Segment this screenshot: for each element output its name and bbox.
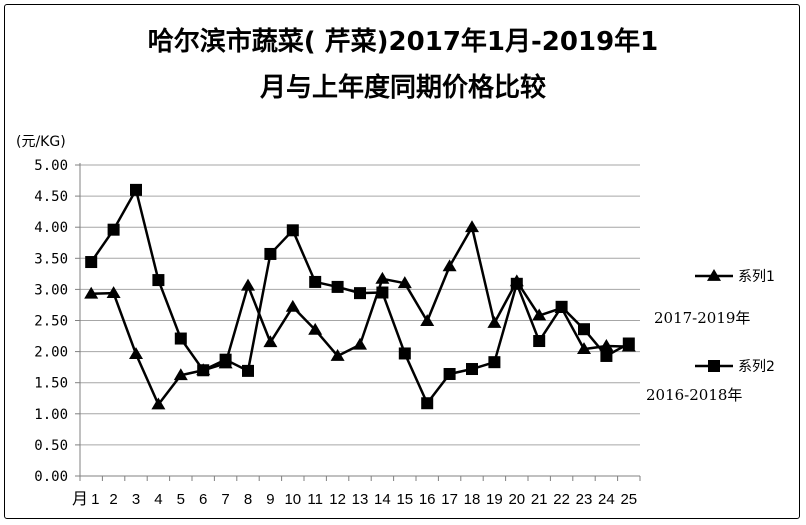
series2-point [622,337,635,350]
series2-point [264,247,277,260]
legend-label-2: 系列2 [738,359,775,375]
y-tick-label: 1.50 [34,376,68,392]
legend: 系列1 系列2 [695,269,775,375]
x-tick-label: 7 [221,491,229,508]
legend-marker-1 [707,269,721,281]
series1-point [263,335,278,348]
x-tick-labels: 月 1 2 3 4 5 6 7 8 9 10 11 12 13 14 15 16 17 18 19 20 21 22 23 24… [72,489,637,508]
series1-point [442,259,457,272]
y-tick-labels: 0.00 0.50 1.00 1.50 2.00 2.50 3.00 3.50 4.00 4.50… [34,158,68,485]
series2-point [309,275,322,288]
chart-title-line2: 月与上年度同期价格比较 [259,73,546,103]
x-tick-label: 20 [508,491,525,508]
series1-point [353,337,367,350]
series2-point [600,349,613,362]
series2-point [578,323,590,336]
legend-marker-2 [708,360,720,372]
series2-point [242,364,254,377]
x-tick-label: 4 [154,491,162,508]
y-tick-label: 1.00 [34,407,68,423]
x-tick-label: 5 [177,491,185,508]
series1-point [487,315,502,328]
series2-point [130,183,142,196]
chart-frame [4,4,800,519]
y-tick-label: 0.00 [34,469,68,485]
x-tick-label: 1 [91,491,99,508]
series2-point [107,223,120,236]
series2-point [286,224,299,237]
x-tick-label: 16 [419,491,436,508]
series1-point [285,299,300,312]
series2-point [331,280,344,293]
x-tick-label: 6 [199,491,207,508]
x-tick-label: 21 [531,491,548,508]
y-axis-unit-label: (元/KG) [16,134,66,150]
series1-point [84,286,99,299]
series2-point [174,332,187,345]
series2-point [197,364,210,377]
series2-period-annotation: 2016-2018年 [646,386,743,404]
series1-point [577,342,591,355]
x-tick-label: 15 [396,491,413,508]
x-tick-label: 22 [553,491,570,508]
series1-point [465,220,479,233]
series1-point [375,271,390,284]
x-tick-label: 19 [486,491,503,508]
x-tick-label: 10 [284,491,301,508]
x-tick-label: 23 [576,491,593,508]
y-tick-label: 2.50 [34,314,68,330]
series2-point [85,256,98,269]
x-axis-prefix-label: 月 [72,489,88,508]
x-tick-label: 13 [352,491,369,508]
series1-period-annotation: 2017-2019年 [654,309,751,327]
series2-point [219,353,232,366]
series1-point [308,322,323,335]
x-tick-label: 2 [109,491,117,508]
x-tick-label: 14 [374,491,391,508]
series2-point [510,277,523,290]
series2-point [152,274,165,287]
y-tick-label: 2.00 [34,345,68,361]
x-tick-label: 25 [620,491,637,508]
x-tick-label: 11 [307,491,323,508]
series1-point [151,397,166,410]
series2-point [466,363,478,376]
y-tick-label: 3.00 [34,282,68,298]
series2-point [443,367,456,380]
series2-point [398,347,411,360]
y-tick-label: 4.00 [34,220,68,236]
y-tick-label: 5.00 [34,158,68,174]
y-tick-label: 0.50 [34,438,68,454]
y-tick-label: 4.50 [34,189,68,205]
series1-point [106,286,121,299]
x-tick-label: 18 [464,491,481,508]
x-tick-label: 17 [441,491,458,508]
x-tick-label: 12 [329,491,346,508]
series1-point [173,368,188,381]
series1-point [599,339,614,351]
series2-point [354,287,366,300]
series1-point [330,348,345,361]
legend-label-1: 系列1 [738,269,775,285]
axes [75,163,641,481]
series2-point [555,300,568,313]
x-tick-label: 8 [244,491,252,508]
series2-point [376,286,389,299]
series1-point [397,276,412,289]
x-tick-label: 9 [266,491,274,508]
series-group [84,183,636,410]
series2-point [533,335,546,348]
series1-point [420,314,435,327]
series2-point [421,397,434,410]
series1-point [241,278,255,291]
chart-title-line1: 哈尔滨市蔬菜( 芹菜)2017年1月-2019年1 [147,27,659,57]
y-tick-label: 3.50 [34,251,68,267]
x-tick-label: 24 [598,491,615,508]
series1-point [532,308,547,321]
x-tick-label: 3 [132,491,140,508]
series2-point [488,356,501,369]
series1-point [129,347,143,359]
